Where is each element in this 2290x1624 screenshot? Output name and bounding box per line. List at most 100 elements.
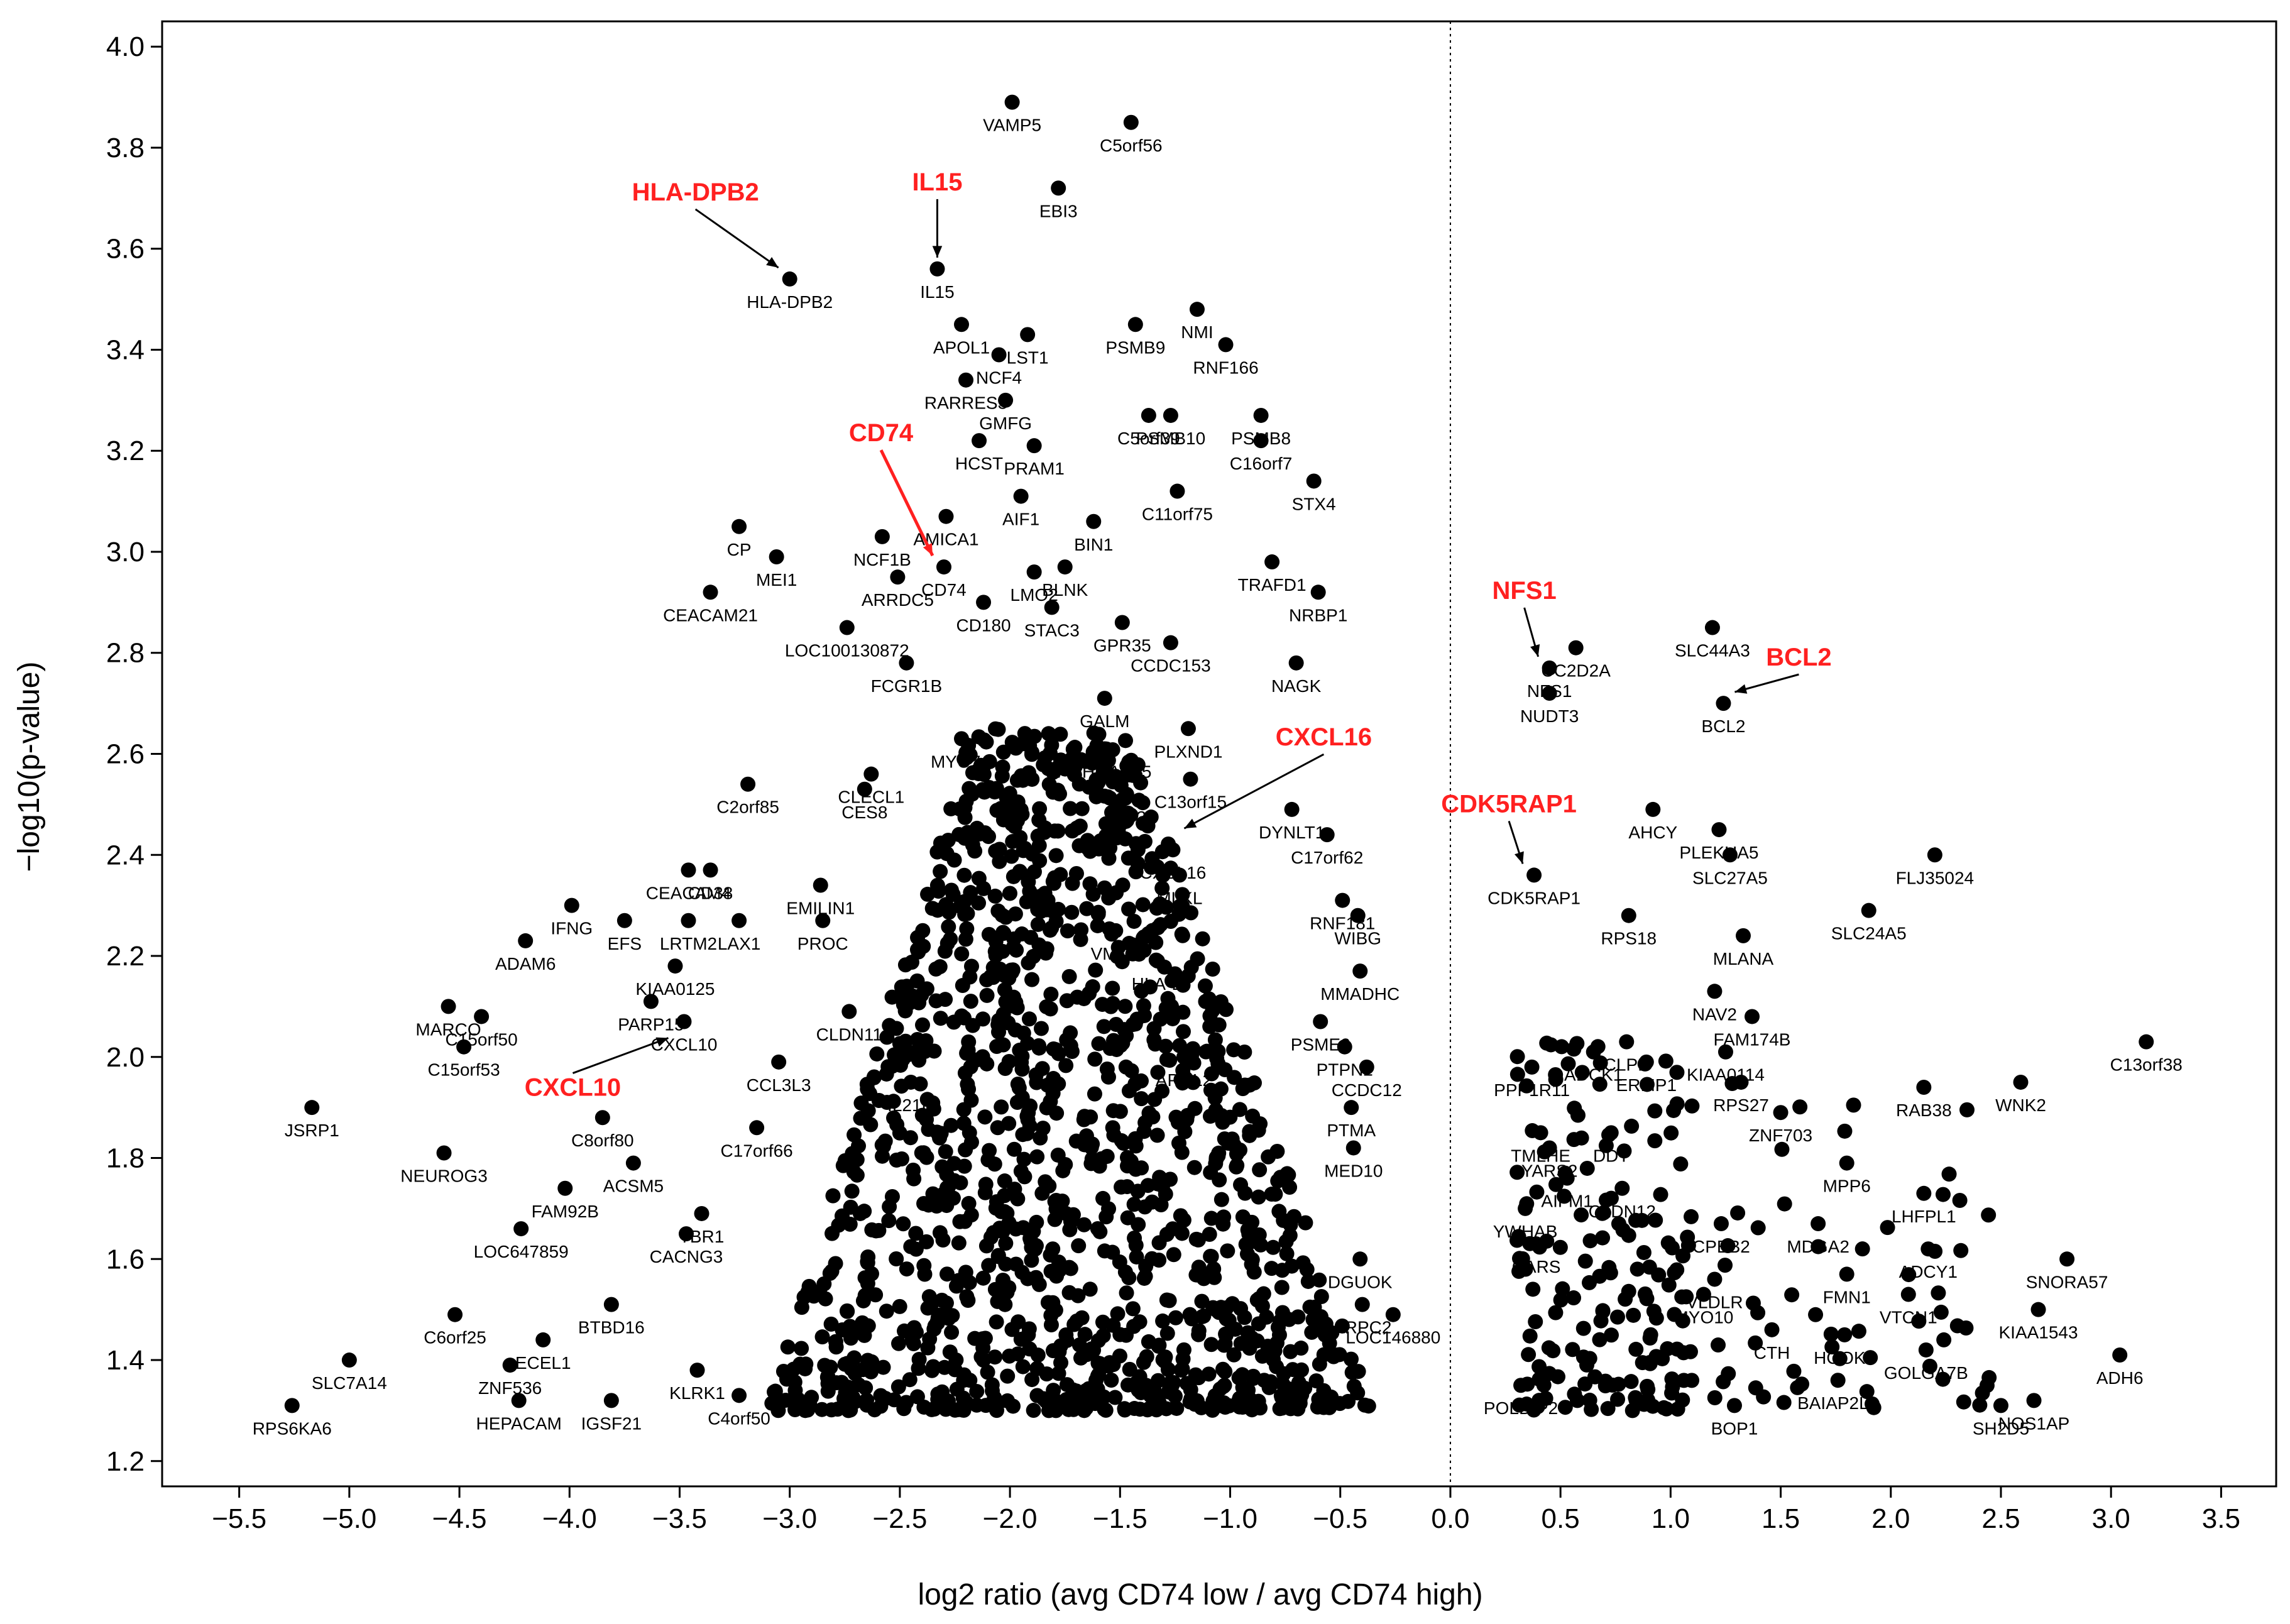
data-point [1254,1348,1270,1364]
data-point [1283,1344,1298,1359]
data-point [860,1254,875,1270]
gene-label: CXCL16 [1139,863,1206,882]
data-point [940,832,956,848]
gene-label: C17orf62 [1291,848,1363,867]
data-point [1148,1036,1163,1052]
labeled-point [441,999,456,1014]
data-point [1229,1158,1245,1173]
data-point [1036,757,1051,772]
x-tick-label: 2.0 [1871,1503,1910,1534]
data-point [1312,1272,1327,1288]
data-point [997,1188,1012,1204]
data-point [1125,767,1141,783]
data-point [1006,1141,1022,1157]
data-point [1592,1055,1608,1071]
data-point [1110,1306,1126,1322]
data-point [1509,1049,1525,1065]
labeled-point [667,958,683,974]
gene-label: LST1 [1007,348,1049,367]
data-point [1217,1399,1233,1415]
gene-label: BIN1 [1074,535,1113,554]
labeled-point [1722,847,1738,863]
x-tick-label: 1.0 [1652,1503,1690,1534]
x-tick-label: −5.5 [212,1503,266,1534]
labeled-point [1745,1009,1760,1024]
labeled-point [1352,963,1368,979]
labeled-point [1359,1059,1374,1075]
data-point [1120,850,1136,866]
data-point [860,1276,875,1292]
labeled-point [1335,892,1350,908]
y-tick-label: 3.0 [106,537,145,568]
gene-label: PROC [797,934,848,953]
data-point [1176,1342,1192,1358]
data-point [982,1143,997,1158]
data-point [1104,1373,1119,1388]
data-point [1611,1216,1626,1232]
labeled-point [1306,473,1322,489]
data-point [1566,1290,1582,1306]
data-point [1012,1043,1027,1058]
data-point [1077,1109,1092,1124]
labeled-point [972,433,987,449]
data-point [987,888,1003,904]
data-point [1511,1229,1526,1244]
data-point [936,1359,952,1375]
gene-label: HLA-DPB2 [747,292,833,312]
gene-label: SH2D5 [1973,1418,2029,1438]
labeled-point [991,347,1007,363]
data-point [1162,1053,1178,1068]
labeled-point [813,877,828,893]
gene-label: ARPC2 [1333,1318,1391,1337]
data-point [983,969,999,985]
data-point [1560,1056,1576,1072]
gene-label: CEACAM4 [646,883,731,903]
data-point [1046,1041,1061,1057]
gene-label: C13orf15 [1154,793,1227,812]
data-point [1039,1366,1055,1382]
data-point [1661,1277,1677,1293]
x-tick-label: −2.5 [872,1503,927,1534]
data-point [1154,881,1170,896]
data-point [1253,1237,1269,1253]
data-point [1794,1376,1810,1392]
data-point [1036,1391,1051,1407]
data-point [1098,1209,1114,1225]
data-point [1297,1380,1313,1396]
data-point [1204,1066,1220,1082]
data-point [1073,931,1088,947]
labeled-point [456,1039,472,1055]
data-point [882,1199,897,1215]
data-point [1016,1151,1032,1167]
data-point [1118,733,1134,749]
x-tick-label: 1.5 [1761,1503,1800,1534]
data-point [1213,994,1229,1009]
data-point [898,1033,914,1049]
data-point [879,1303,894,1319]
labeled-point [1773,1105,1789,1121]
data-point [1601,1259,1617,1275]
data-point [1051,1366,1066,1381]
data-point [954,946,970,962]
labeled-point [341,1352,357,1368]
data-point [1127,1131,1143,1146]
data-point [1078,1128,1094,1144]
gene-label: C2orf85 [716,798,779,817]
data-point [1021,955,1036,971]
data-point [1043,1317,1059,1333]
data-point [960,1042,976,1058]
data-point [1675,1248,1691,1264]
labeled-point [1114,615,1130,630]
labeled-point [731,518,747,534]
x-tick-label: 0.0 [1431,1503,1469,1534]
gene-label: C11orf75 [1142,505,1213,524]
data-point [969,1383,985,1399]
y-tick-label: 3.4 [106,334,145,365]
data-point [994,1099,1009,1115]
data-point [1824,1339,1840,1355]
data-point [1628,1341,1644,1357]
data-point [1047,1391,1063,1407]
data-point [1097,880,1112,896]
x-axis-title: log2 ratio (avg CD74 low / avg CD74 high… [918,1578,1482,1611]
labeled-point [936,559,951,575]
